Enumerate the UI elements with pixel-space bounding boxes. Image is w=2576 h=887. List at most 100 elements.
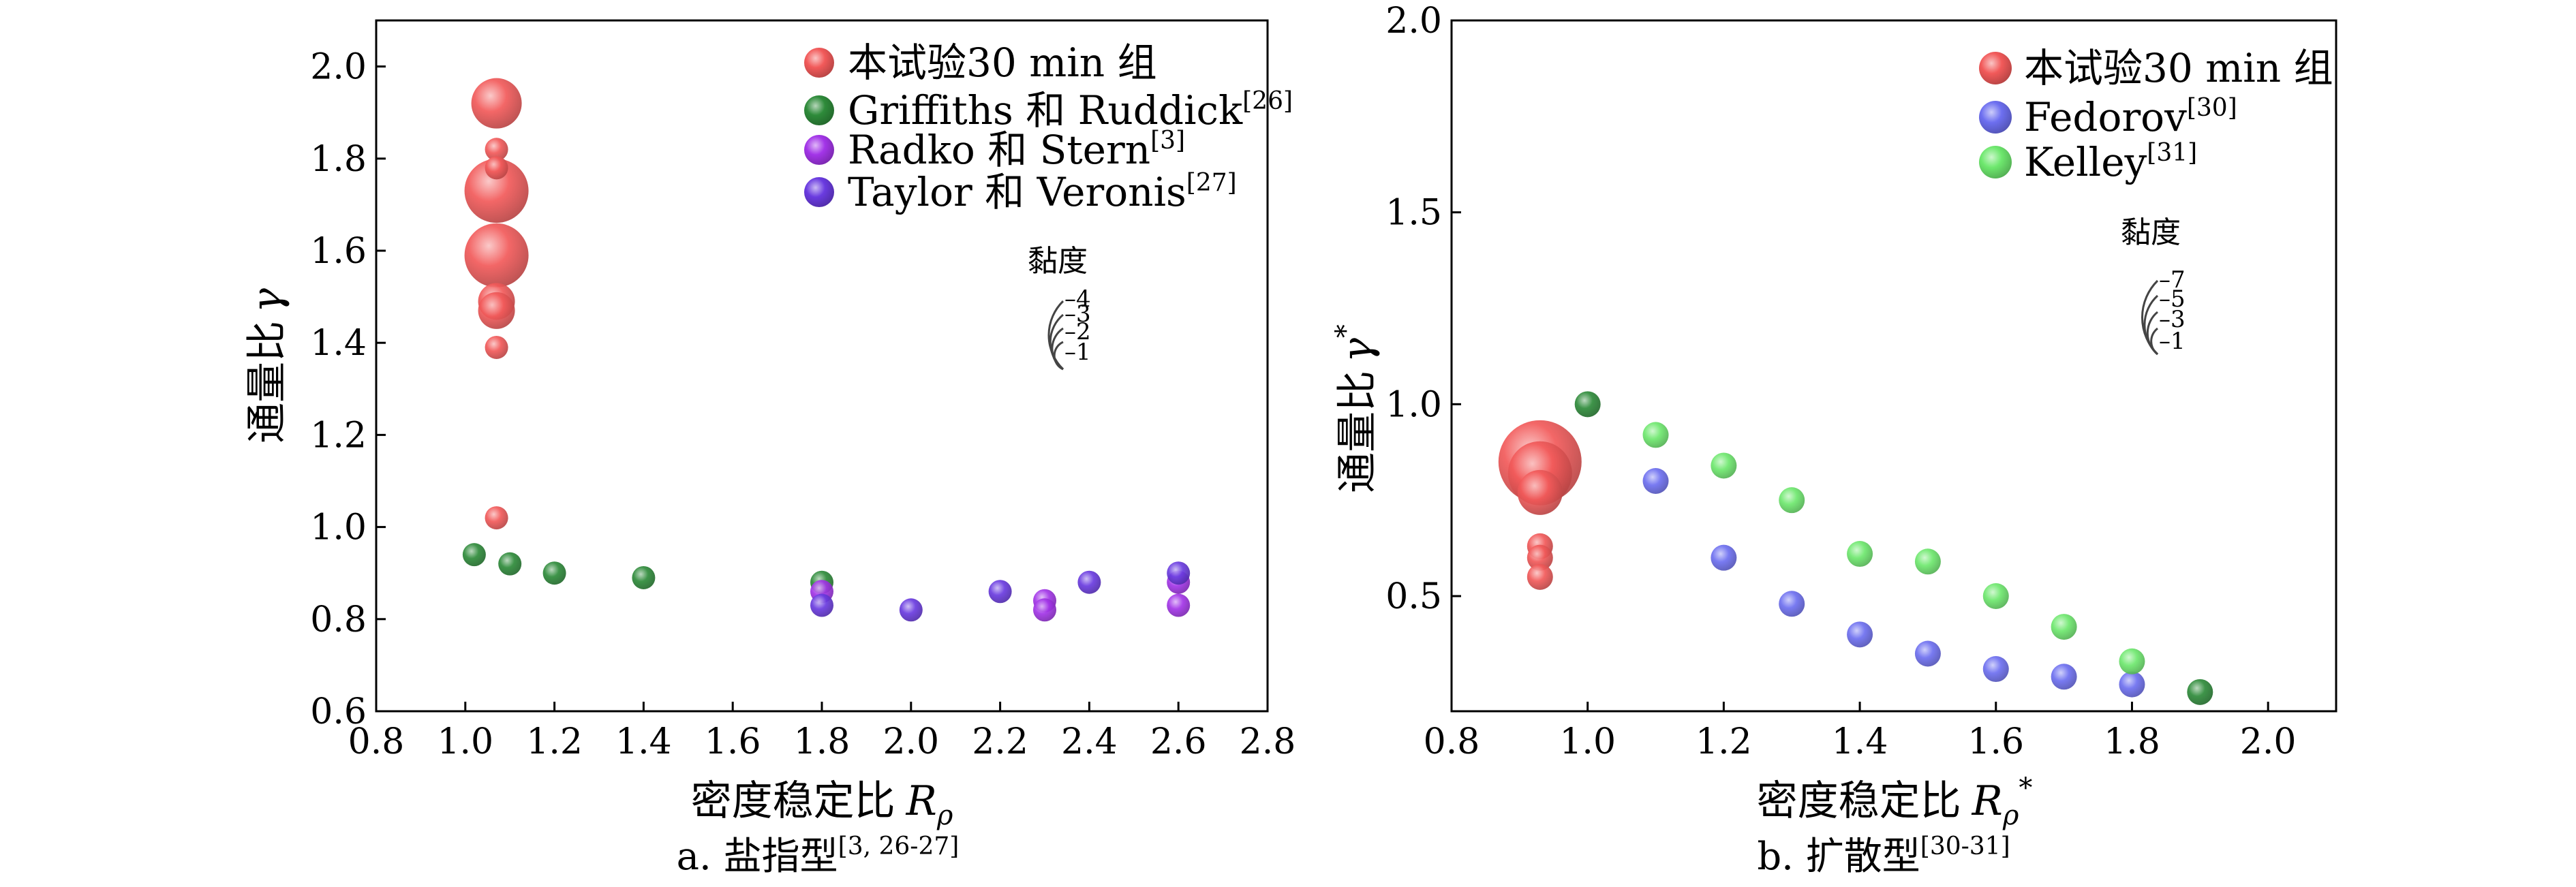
legend-a: 本试验30 min 组 Griffiths 和 Ruddick[26] Radk… — [804, 40, 1293, 215]
data-points-a — [462, 78, 1191, 622]
viscosity-label-b-1: –1 — [2159, 328, 2186, 355]
x-axis-title-a: 密度稳定比 Rρ — [691, 777, 953, 831]
viscosity-arc-a-2 — [1051, 327, 1064, 371]
data-point-a-s0-8 — [485, 506, 508, 530]
x-tick-label-a-3: 1.4 — [615, 721, 672, 762]
x-tick-label-b-5: 1.8 — [2104, 721, 2160, 762]
y-tick-label-a-5: 1.6 — [310, 231, 367, 272]
y-tick-label-b-0: 0.5 — [1385, 576, 1442, 617]
data-point-b-s2-6 — [2051, 614, 2077, 640]
y-tick-label-a-3: 1.2 — [310, 415, 367, 456]
data-point-b-s1-1 — [1711, 544, 1737, 571]
data-point-b-s1-6 — [2051, 664, 2077, 690]
x-tick-label-a-8: 2.4 — [1061, 721, 1118, 762]
legend-label-b-1: Fedorov[30] — [2024, 94, 2237, 140]
data-point-a-s0-4 — [464, 223, 529, 287]
data-point-a-s0-3 — [464, 159, 529, 223]
y-tick-label-a-4: 1.4 — [310, 323, 367, 364]
y-tick-label-a-0: 0.6 — [310, 691, 367, 732]
y-tick-label-b-1: 1.0 — [1385, 384, 1442, 425]
viscosity-scale-b: 黏度 –7 –5 –3 –1 — [2121, 215, 2186, 356]
legend-b: 本试验30 min 组 Fedorov[30] Kelley[31] — [1979, 45, 2333, 185]
data-point-b-s2-0 — [1642, 422, 1669, 448]
y-tick-label-b-3: 2.0 — [1385, 1, 1442, 42]
data-point-a-s0-7 — [485, 335, 508, 359]
legend-marker-b-0 — [1979, 52, 2012, 84]
plot-frame-b — [1450, 19, 2337, 713]
data-point-a-s1-3 — [632, 565, 656, 589]
data-point-b-s2-7 — [2119, 648, 2145, 674]
x-tick-label-b-6: 2.0 — [2240, 721, 2297, 762]
panel-b: 0.8 1.0 1.2 1.4 1.6 1.8 2.0 0.5 1.0 1.5 2.0 本试验30 … — [1330, 1, 2337, 879]
legend-marker-a-1 — [804, 95, 834, 125]
y-axis-title-b: 通量比γ* — [1330, 324, 1381, 493]
data-point-a-s0-2 — [485, 156, 508, 180]
legend-label-b-0: 本试验30 min 组 — [2024, 45, 2333, 91]
legend-label-a-3: Taylor 和 Veronis[27] — [848, 169, 1237, 215]
x-tick-label-a-4: 1.6 — [705, 721, 761, 762]
data-point-a-s1-2 — [542, 561, 566, 585]
data-point-a-s0-1 — [485, 138, 508, 161]
legend-label-a-0: 本试验30 min 组 — [848, 40, 1157, 86]
caption-a: a. 盐指型[3, 26-27] — [677, 832, 960, 879]
viscosity-title-b: 黏度 — [2121, 215, 2181, 250]
data-point-b-s2-4 — [1914, 548, 1941, 575]
data-point-a-s3-1 — [899, 598, 923, 622]
data-point-a-s0-6 — [478, 292, 515, 329]
y-tick-label-b-2: 1.5 — [1385, 193, 1442, 234]
viscosity-label-b-5: –5 — [2159, 285, 2186, 313]
data-point-b-s0-5 — [1527, 563, 1553, 590]
viscosity-label-a-1: –1 — [1064, 339, 1091, 366]
y-axis-title-a: 通量比γ — [243, 288, 291, 444]
data-point-a-s2-2 — [1033, 598, 1056, 622]
x-tick-label-b-2: 1.2 — [1696, 721, 1752, 762]
data-point-b-s0-4 — [1527, 544, 1553, 571]
y-tick-label-a-2: 1.0 — [310, 508, 367, 548]
viscosity-label-b-7: –7 — [2159, 266, 2186, 294]
data-point-a-s2-4 — [1167, 593, 1191, 617]
caption-b: b. 扩散型[30-31] — [1757, 832, 2010, 879]
x-tick-label-a-10: 2.8 — [1240, 721, 1296, 762]
viscosity-scale-a: 黏度 –4 –3 –2 –1 — [1028, 244, 1091, 371]
data-point-b-s2-2 — [1779, 487, 1805, 514]
data-point-a-s1-1 — [498, 552, 522, 576]
axis-ticks-b: 0.8 1.0 1.2 1.4 1.6 1.8 2.0 0.5 1.0 1.5 2.0 — [1385, 1, 2296, 762]
x-tick-label-b-3: 1.4 — [1832, 721, 1888, 762]
data-point-b-s1-2 — [1779, 591, 1805, 617]
x-tick-label-a-0: 0.8 — [348, 721, 405, 762]
data-point-b-s2-5 — [1982, 583, 2009, 609]
x-axis-title-b: 密度稳定比 Rρ* — [1757, 773, 2033, 831]
data-point-b-s1-3 — [1847, 621, 1873, 648]
x-tick-label-a-2: 1.2 — [526, 721, 583, 762]
data-point-b-s2-3 — [1847, 541, 1873, 567]
panel-a: 0.8 1.0 1.2 1.4 1.6 1.8 2.0 2.2 2.4 2.6 2.80.60.81… — [243, 19, 1296, 879]
data-point-b-s1-0 — [1642, 468, 1669, 494]
legend-marker-b-1 — [1979, 101, 2012, 134]
x-tick-label-a-5: 1.8 — [794, 721, 850, 762]
x-tick-label-b-4: 1.6 — [1967, 721, 2024, 762]
x-tick-label-a-9: 2.6 — [1150, 721, 1207, 762]
x-tick-label-a-1: 1.0 — [437, 721, 493, 762]
viscosity-title-a: 黏度 — [1028, 244, 1088, 279]
y-tick-label-a-6: 1.8 — [310, 139, 367, 180]
data-point-b-s1-4 — [1914, 640, 1941, 667]
legend-marker-b-2 — [1979, 146, 2012, 178]
data-point-b-s1-7 — [2119, 671, 2145, 698]
legend-marker-a-2 — [804, 135, 834, 165]
viscosity-label-b-3: –3 — [2159, 306, 2186, 333]
data-point-b-s3-0 — [1574, 391, 1601, 418]
data-point-b-s2-1 — [1711, 452, 1737, 479]
x-tick-label-b-1: 1.0 — [1559, 721, 1616, 762]
data-point-b-s1-5 — [1982, 656, 2009, 683]
legend-label-a-1: Griffiths 和 Ruddick[26] — [848, 87, 1293, 134]
x-tick-label-a-6: 2.0 — [883, 721, 939, 762]
x-tick-label-b-0: 0.8 — [1424, 721, 1480, 762]
legend-label-b-2: Kelley[31] — [2024, 139, 2197, 185]
data-points-b — [1498, 391, 2213, 705]
data-point-a-s3-2 — [988, 580, 1012, 604]
data-point-a-s3-3 — [1077, 570, 1101, 594]
viscosity-arc-b-1 — [2150, 327, 2158, 356]
x-tick-label-a-7: 2.2 — [972, 721, 1028, 762]
viscosity-arc-a-1 — [1053, 341, 1064, 371]
